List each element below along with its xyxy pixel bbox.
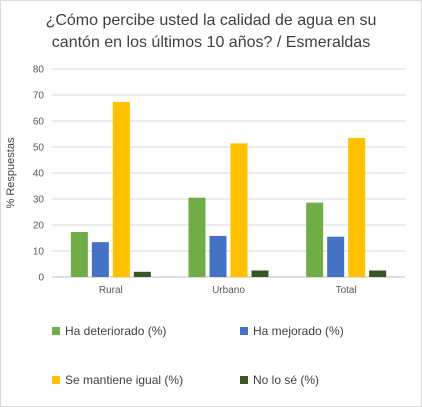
legend-label-no-lo-se: No lo sé (%) [253,373,320,387]
y-tick-label: 40 [33,169,45,180]
bar-total-series-1 [327,236,345,277]
legend-label-ha-mejorado: Ha mejorado (%) [253,324,344,338]
x-tick-label: Total [336,285,357,296]
legend-label-ha-deteriorado: Ha deteriorado (%) [65,324,167,338]
legend-item-ha-mejorado: Ha mejorado (%) [240,324,344,338]
y-axis-title: % Respuestas [5,137,17,208]
bar-rural-series-1 [91,242,109,277]
legend-label-se-mantiene-igual: Se mantiene igual (%) [65,373,184,387]
y-tick-label: 70 [33,91,45,102]
legend-swatch-ha-deteriorado [52,327,60,335]
chart-title-line-2: cantón en los últimos 10 años? / Esmeral… [51,34,371,51]
bar-urbano-series-1 [209,235,227,277]
x-tick-label: Urbano [212,285,245,296]
legend-swatch-no-lo-se [240,376,248,384]
y-tick-label: 50 [33,143,45,154]
y-tick-label: 20 [33,221,45,232]
x-tick-label: Rural [99,285,123,296]
legend-item-no-lo-se: No lo sé (%) [240,373,319,387]
bar-total-series-2 [348,137,366,277]
bar-urbano-series-2 [230,143,248,277]
bar-urbano-series-0 [188,197,206,277]
y-tick-label: 60 [33,117,45,128]
bar-urbano-series-3 [251,270,269,277]
chart-title-line-1: ¿Cómo percibe usted la calidad de agua e… [45,12,377,29]
bar-total-series-3 [369,270,387,277]
y-tick-label: 80 [33,65,45,76]
legend-item-ha-deteriorado: Ha deteriorado (%) [52,324,166,338]
legend-swatch-se-mantiene-igual [52,376,60,384]
bar-total-series-0 [306,202,324,277]
bar-rural-series-0 [70,232,88,277]
legend-item-se-mantiene-igual: Se mantiene igual (%) [52,373,183,387]
y-tick-label: 30 [33,195,45,206]
y-tick-label: 10 [33,247,45,258]
bar-rural-series-3 [133,271,151,277]
legend-swatch-ha-mejorado [240,327,248,335]
bar-rural-series-2 [112,102,130,278]
y-tick-label: 0 [38,273,44,284]
